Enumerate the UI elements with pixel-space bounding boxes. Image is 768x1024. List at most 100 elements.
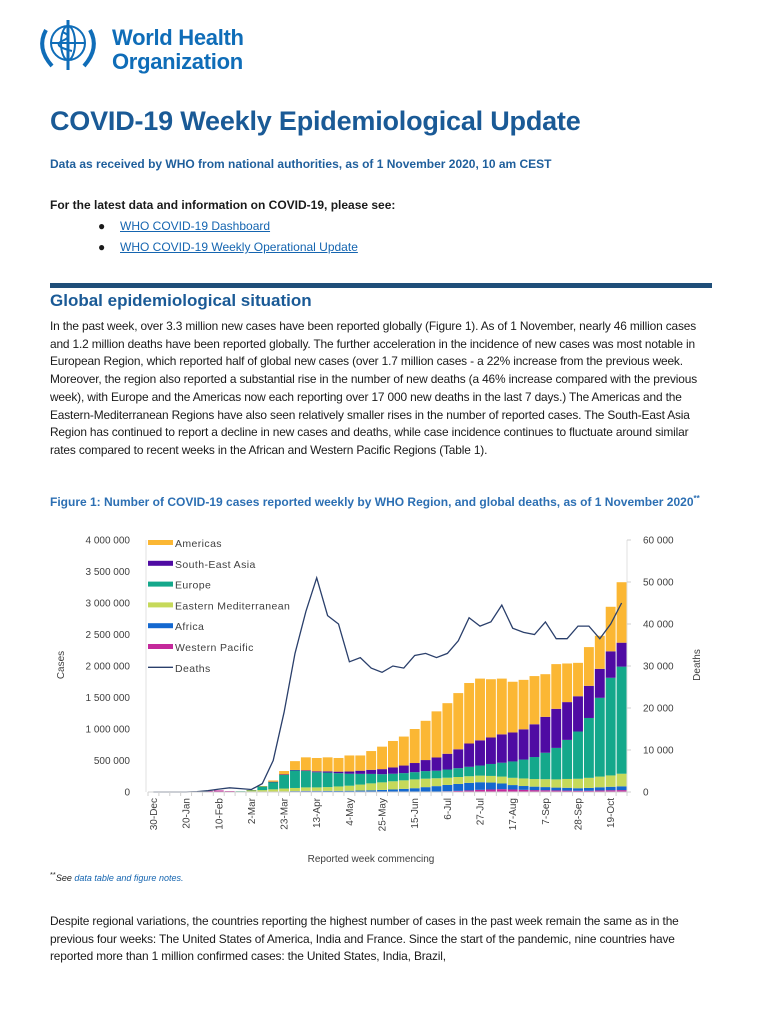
bar-americas [257,786,268,787]
bar-africa [398,788,409,792]
bar-europe [496,762,507,777]
bar-eastern-mediterranean [300,787,311,791]
bar-south-east-asia [388,767,398,774]
x-tick-label: 17-Aug [508,798,519,830]
legend-swatch [148,602,173,608]
bar-europe [290,770,300,788]
bar-africa [562,787,573,791]
bar-eastern-mediterranean [464,776,475,783]
legend-swatch [148,623,173,629]
y-tick-label: 2 000 000 [86,662,131,673]
bar-africa [420,787,431,792]
operational-update-link[interactable]: WHO COVID-19 Weekly Operational Update [120,240,358,254]
bar-americas [485,679,496,738]
bar-western-pacific [485,789,496,792]
bar-americas [453,693,464,750]
legend-label: Deaths [175,663,211,675]
bar-western-pacific [573,790,583,792]
bar-africa [594,787,605,791]
bar-americas [583,647,594,686]
bar-south-east-asia [529,724,540,758]
bar-europe [398,773,409,781]
data-table-link[interactable]: data table and figure notes. [74,873,184,883]
bar-eastern-mediterranean [398,780,409,789]
bar-africa [355,790,366,792]
bar-africa [540,787,551,791]
legend-label: Americas [175,538,222,550]
bar-western-pacific [562,790,573,792]
y-tick-label: 4 000 000 [86,536,131,547]
bar-americas [605,606,616,652]
bar-western-pacific [518,789,529,792]
page-title: COVID-19 Weekly Epidemiological Update [50,106,581,136]
y-axis-label: Cases [56,651,67,679]
bar-europe [420,771,431,779]
bar-south-east-asia [409,763,420,773]
bar-south-east-asia [442,753,453,770]
legend-label: Western Pacific [175,642,254,654]
bar-europe [344,773,355,786]
bar-americas [388,740,398,768]
bar-western-pacific [213,790,224,792]
link-list-item: ● WHO COVID-19 Dashboard [98,219,270,233]
bar-eastern-mediterranean [344,785,355,791]
y-tick-label: 500 000 [94,756,131,767]
deaths-line [153,575,623,793]
bar-americas [562,663,573,703]
bar-eastern-mediterranean [453,777,464,784]
bar-americas [333,757,344,772]
bar-south-east-asia [605,651,616,678]
bar-south-east-asia [377,769,387,775]
bar-americas [377,746,387,770]
bar-south-east-asia [355,770,366,774]
x-tick-label: 19-Oct [606,798,617,828]
bar-africa [409,788,420,792]
bar-eastern-mediterranean [507,777,518,786]
bar-eastern-mediterranean [562,778,573,788]
y2-tick-label: 30 000 [643,662,674,673]
bar-eastern-mediterranean [518,778,529,787]
y-tick-label: 3 000 000 [86,599,131,610]
dashboard-link[interactable]: WHO COVID-19 Dashboard [120,219,271,233]
bar-americas [420,720,431,761]
y2-tick-label: 20 000 [643,704,674,715]
bar-western-pacific [475,789,485,792]
bar-americas [551,664,562,709]
bar-africa [475,782,485,790]
bar-eastern-mediterranean [583,777,594,788]
x-tick-label: 23-Mar [280,797,291,829]
y-tick-label: 2 500 000 [86,630,131,641]
bar-south-east-asia [475,740,485,766]
bar-africa [344,790,355,792]
bar-americas [464,683,475,744]
bar-europe [246,790,257,792]
bar-western-pacific [464,790,475,792]
footnote-mark: ** [693,494,700,503]
bar-europe [583,717,594,778]
bar-americas [431,711,442,758]
bar-europe [540,752,551,780]
y-tick-label: 1 000 000 [86,725,131,736]
bar-europe [442,769,453,778]
x-tick-label: 6-Jul [443,798,454,820]
bar-europe [300,771,311,788]
bar-americas [409,729,420,764]
bar-eastern-mediterranean [485,775,496,783]
bar-africa [453,783,464,791]
y2-axis-label: Deaths [692,649,703,681]
bar-western-pacific [616,790,627,792]
y-tick-label: 1 500 000 [86,693,131,704]
bar-europe [529,757,540,780]
bar-europe [605,677,616,776]
bar-south-east-asia [453,749,464,769]
y-tick-label: 3 500 000 [86,567,131,578]
bar-eastern-mediterranean [594,776,605,788]
organization-name: World Health Organization [112,26,244,74]
bar-south-east-asia [344,771,355,774]
bar-south-east-asia [290,769,300,771]
bar-americas [616,582,627,643]
bar-eastern-mediterranean [355,784,366,791]
bar-eastern-mediterranean [431,778,442,787]
org-line-2: Organization [112,49,243,74]
bar-europe [355,773,366,785]
